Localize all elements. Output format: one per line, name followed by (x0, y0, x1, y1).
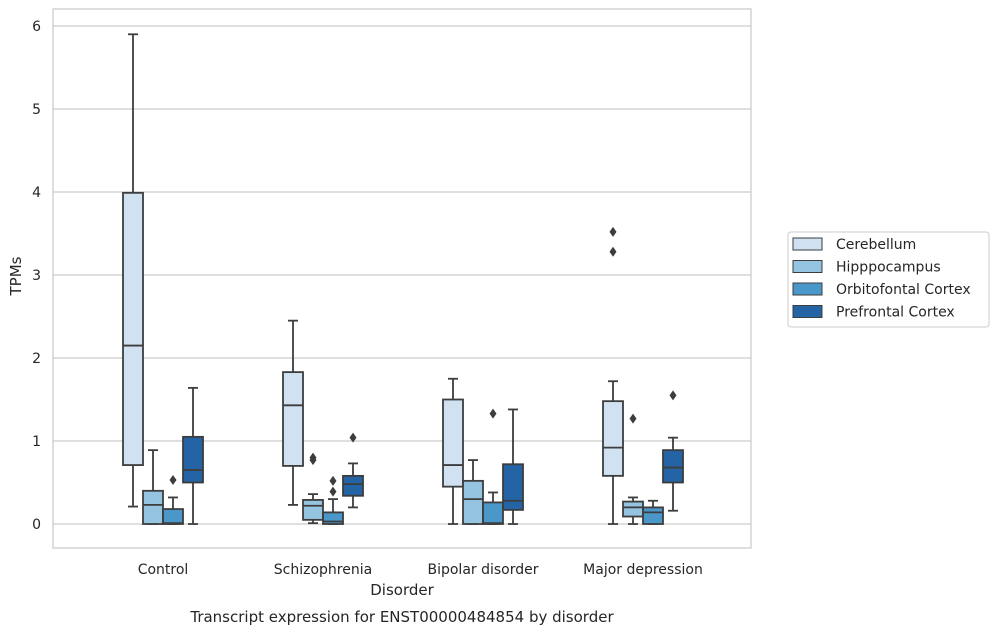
legend: Cerebellum Hipppocampus Orbitofontal Corte… (787, 231, 990, 328)
box (482, 501, 504, 525)
y-tick-label: 2 (32, 351, 41, 367)
box-plot (162, 475, 184, 525)
outlier-point (609, 226, 617, 237)
x-tick-label: Major depression (583, 562, 703, 578)
x-tick-label: Control (138, 562, 189, 578)
outlier-point (329, 486, 337, 497)
legend-frame (787, 231, 990, 328)
box-plot (662, 390, 684, 512)
outlier-point (169, 475, 177, 486)
box-plot (602, 226, 624, 525)
outlier-point (609, 246, 617, 257)
box-plot (322, 475, 344, 525)
x-tick-label: Schizophrenia (274, 562, 372, 578)
box (462, 479, 484, 525)
box (622, 500, 644, 518)
outlier-point (329, 475, 337, 486)
box (322, 511, 344, 525)
x-axis-ticks: Control Schizophrenia Bipolar disorder Majo… (138, 562, 703, 578)
legend-label: Orbitofontal Cortex (836, 282, 971, 298)
x-axis-title: Disorder (370, 581, 434, 599)
box (162, 508, 184, 525)
box (442, 398, 464, 488)
y-tick-label: 1 (32, 434, 41, 450)
box-plot (442, 377, 464, 525)
y-tick-label: 3 (32, 268, 41, 284)
box-plot (122, 33, 144, 508)
outlier-point (629, 413, 637, 424)
outlier-point (309, 452, 317, 463)
y-tick-label: 0 (32, 517, 41, 533)
box (662, 449, 684, 484)
chart-caption: Transcript expression for ENST0000048485… (189, 608, 614, 626)
box-plot (502, 408, 524, 525)
outlier-point (669, 390, 677, 401)
box-plot (302, 452, 324, 525)
legend-item: Orbitofontal Cortex (792, 282, 971, 298)
legend-item: Cerebellum (792, 237, 916, 253)
box (502, 463, 524, 511)
x-tick-label: Bipolar disorder (427, 562, 538, 578)
box (182, 435, 204, 484)
box-plot (622, 413, 644, 525)
box (142, 489, 164, 525)
outlier-point (349, 432, 357, 443)
legend-item: Hipppocampus (792, 260, 941, 276)
box-plot (462, 459, 484, 525)
box-plot (342, 432, 364, 509)
legend-label: Hipppocampus (836, 260, 941, 276)
box-plot (642, 499, 664, 525)
legend-item: Prefrontal Cortex (792, 305, 955, 321)
box-plot (182, 386, 204, 525)
legend-swatch (792, 282, 823, 296)
legend-swatch (792, 260, 823, 273)
box (282, 371, 304, 467)
plot-area-frame (52, 8, 752, 549)
legend-swatch (792, 237, 823, 251)
legend-swatch (792, 305, 823, 318)
y-tick-label: 4 (32, 185, 41, 201)
box (342, 474, 364, 497)
box (642, 506, 664, 525)
legend-label: Cerebellum (836, 237, 916, 253)
legend-label: Prefrontal Cortex (836, 305, 955, 321)
box (122, 191, 144, 466)
box-plots (122, 33, 684, 525)
box-plot (482, 408, 504, 525)
box-plot (282, 319, 304, 506)
y-axis-ticks: 0 1 2 3 4 5 6 (32, 19, 41, 533)
box (602, 400, 624, 477)
grid (53, 25, 751, 525)
box-plot (142, 449, 164, 525)
y-tick-label: 5 (32, 102, 41, 118)
y-axis-title: TPMs (7, 256, 25, 296)
y-tick-label: 6 (32, 19, 41, 35)
box (302, 499, 324, 521)
outlier-point (489, 408, 497, 419)
